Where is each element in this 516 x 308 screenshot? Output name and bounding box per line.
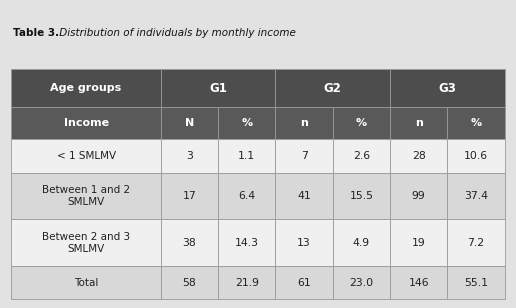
Bar — [333, 219, 390, 266]
Bar — [390, 173, 447, 219]
Text: 15.5: 15.5 — [349, 191, 374, 201]
Bar — [276, 139, 333, 173]
Bar — [218, 173, 276, 219]
Text: %: % — [356, 118, 367, 128]
Bar — [11, 173, 161, 219]
Bar — [161, 266, 218, 299]
Bar — [447, 219, 505, 266]
Bar — [161, 139, 218, 173]
Text: N: N — [185, 118, 194, 128]
Bar — [390, 139, 447, 173]
Bar — [11, 266, 161, 299]
Text: 37.4: 37.4 — [464, 191, 488, 201]
Bar — [390, 219, 447, 266]
Text: 61: 61 — [297, 278, 311, 288]
Bar — [276, 219, 333, 266]
Bar — [161, 69, 276, 107]
Text: n: n — [300, 118, 308, 128]
Text: Table 3.: Table 3. — [13, 28, 59, 38]
Text: 14.3: 14.3 — [235, 238, 259, 248]
Text: 41: 41 — [297, 191, 311, 201]
Bar — [11, 107, 161, 139]
Text: Between 2 and 3
SMLMV: Between 2 and 3 SMLMV — [42, 232, 130, 254]
Bar — [276, 69, 390, 107]
Bar — [447, 107, 505, 139]
Bar — [11, 219, 161, 266]
Text: 28: 28 — [412, 151, 426, 161]
Bar — [11, 139, 161, 173]
Bar — [218, 266, 276, 299]
Bar — [218, 107, 276, 139]
Text: Total: Total — [74, 278, 98, 288]
Bar — [333, 173, 390, 219]
Bar — [218, 219, 276, 266]
Bar — [276, 173, 333, 219]
Text: 17: 17 — [183, 191, 197, 201]
Text: Income: Income — [63, 118, 109, 128]
Text: 7.2: 7.2 — [467, 238, 485, 248]
Text: 2.6: 2.6 — [353, 151, 370, 161]
Text: 1.1: 1.1 — [238, 151, 255, 161]
Text: 21.9: 21.9 — [235, 278, 259, 288]
Text: Between 1 and 2
SMLMV: Between 1 and 2 SMLMV — [42, 185, 130, 207]
Bar — [333, 139, 390, 173]
Text: G3: G3 — [439, 82, 456, 95]
Bar — [447, 139, 505, 173]
Text: < 1 SMLMV: < 1 SMLMV — [57, 151, 116, 161]
Text: 7: 7 — [301, 151, 308, 161]
Bar — [333, 107, 390, 139]
Text: G1: G1 — [209, 82, 227, 95]
Text: Age groups: Age groups — [51, 83, 122, 93]
Text: 6.4: 6.4 — [238, 191, 255, 201]
Bar — [161, 107, 218, 139]
Text: %: % — [241, 118, 252, 128]
Text: 3: 3 — [186, 151, 193, 161]
Bar — [11, 69, 161, 107]
Bar — [161, 219, 218, 266]
Text: %: % — [471, 118, 481, 128]
Text: 10.6: 10.6 — [464, 151, 488, 161]
Text: G2: G2 — [324, 82, 342, 95]
Text: 99: 99 — [412, 191, 426, 201]
Text: 58: 58 — [183, 278, 197, 288]
Bar — [218, 139, 276, 173]
Text: 146: 146 — [408, 278, 429, 288]
Bar — [276, 266, 333, 299]
Text: n: n — [415, 118, 423, 128]
Text: 23.0: 23.0 — [349, 278, 374, 288]
Bar — [390, 69, 505, 107]
Text: 19: 19 — [412, 238, 426, 248]
Text: 13: 13 — [297, 238, 311, 248]
Bar — [390, 266, 447, 299]
Bar — [333, 266, 390, 299]
Text: 4.9: 4.9 — [353, 238, 370, 248]
Text: Distribution of individuals by monthly income: Distribution of individuals by monthly i… — [56, 28, 296, 38]
Bar — [447, 173, 505, 219]
Bar — [447, 266, 505, 299]
Text: 55.1: 55.1 — [464, 278, 488, 288]
Bar — [161, 173, 218, 219]
Text: 38: 38 — [183, 238, 197, 248]
Bar — [276, 107, 333, 139]
Bar — [390, 107, 447, 139]
